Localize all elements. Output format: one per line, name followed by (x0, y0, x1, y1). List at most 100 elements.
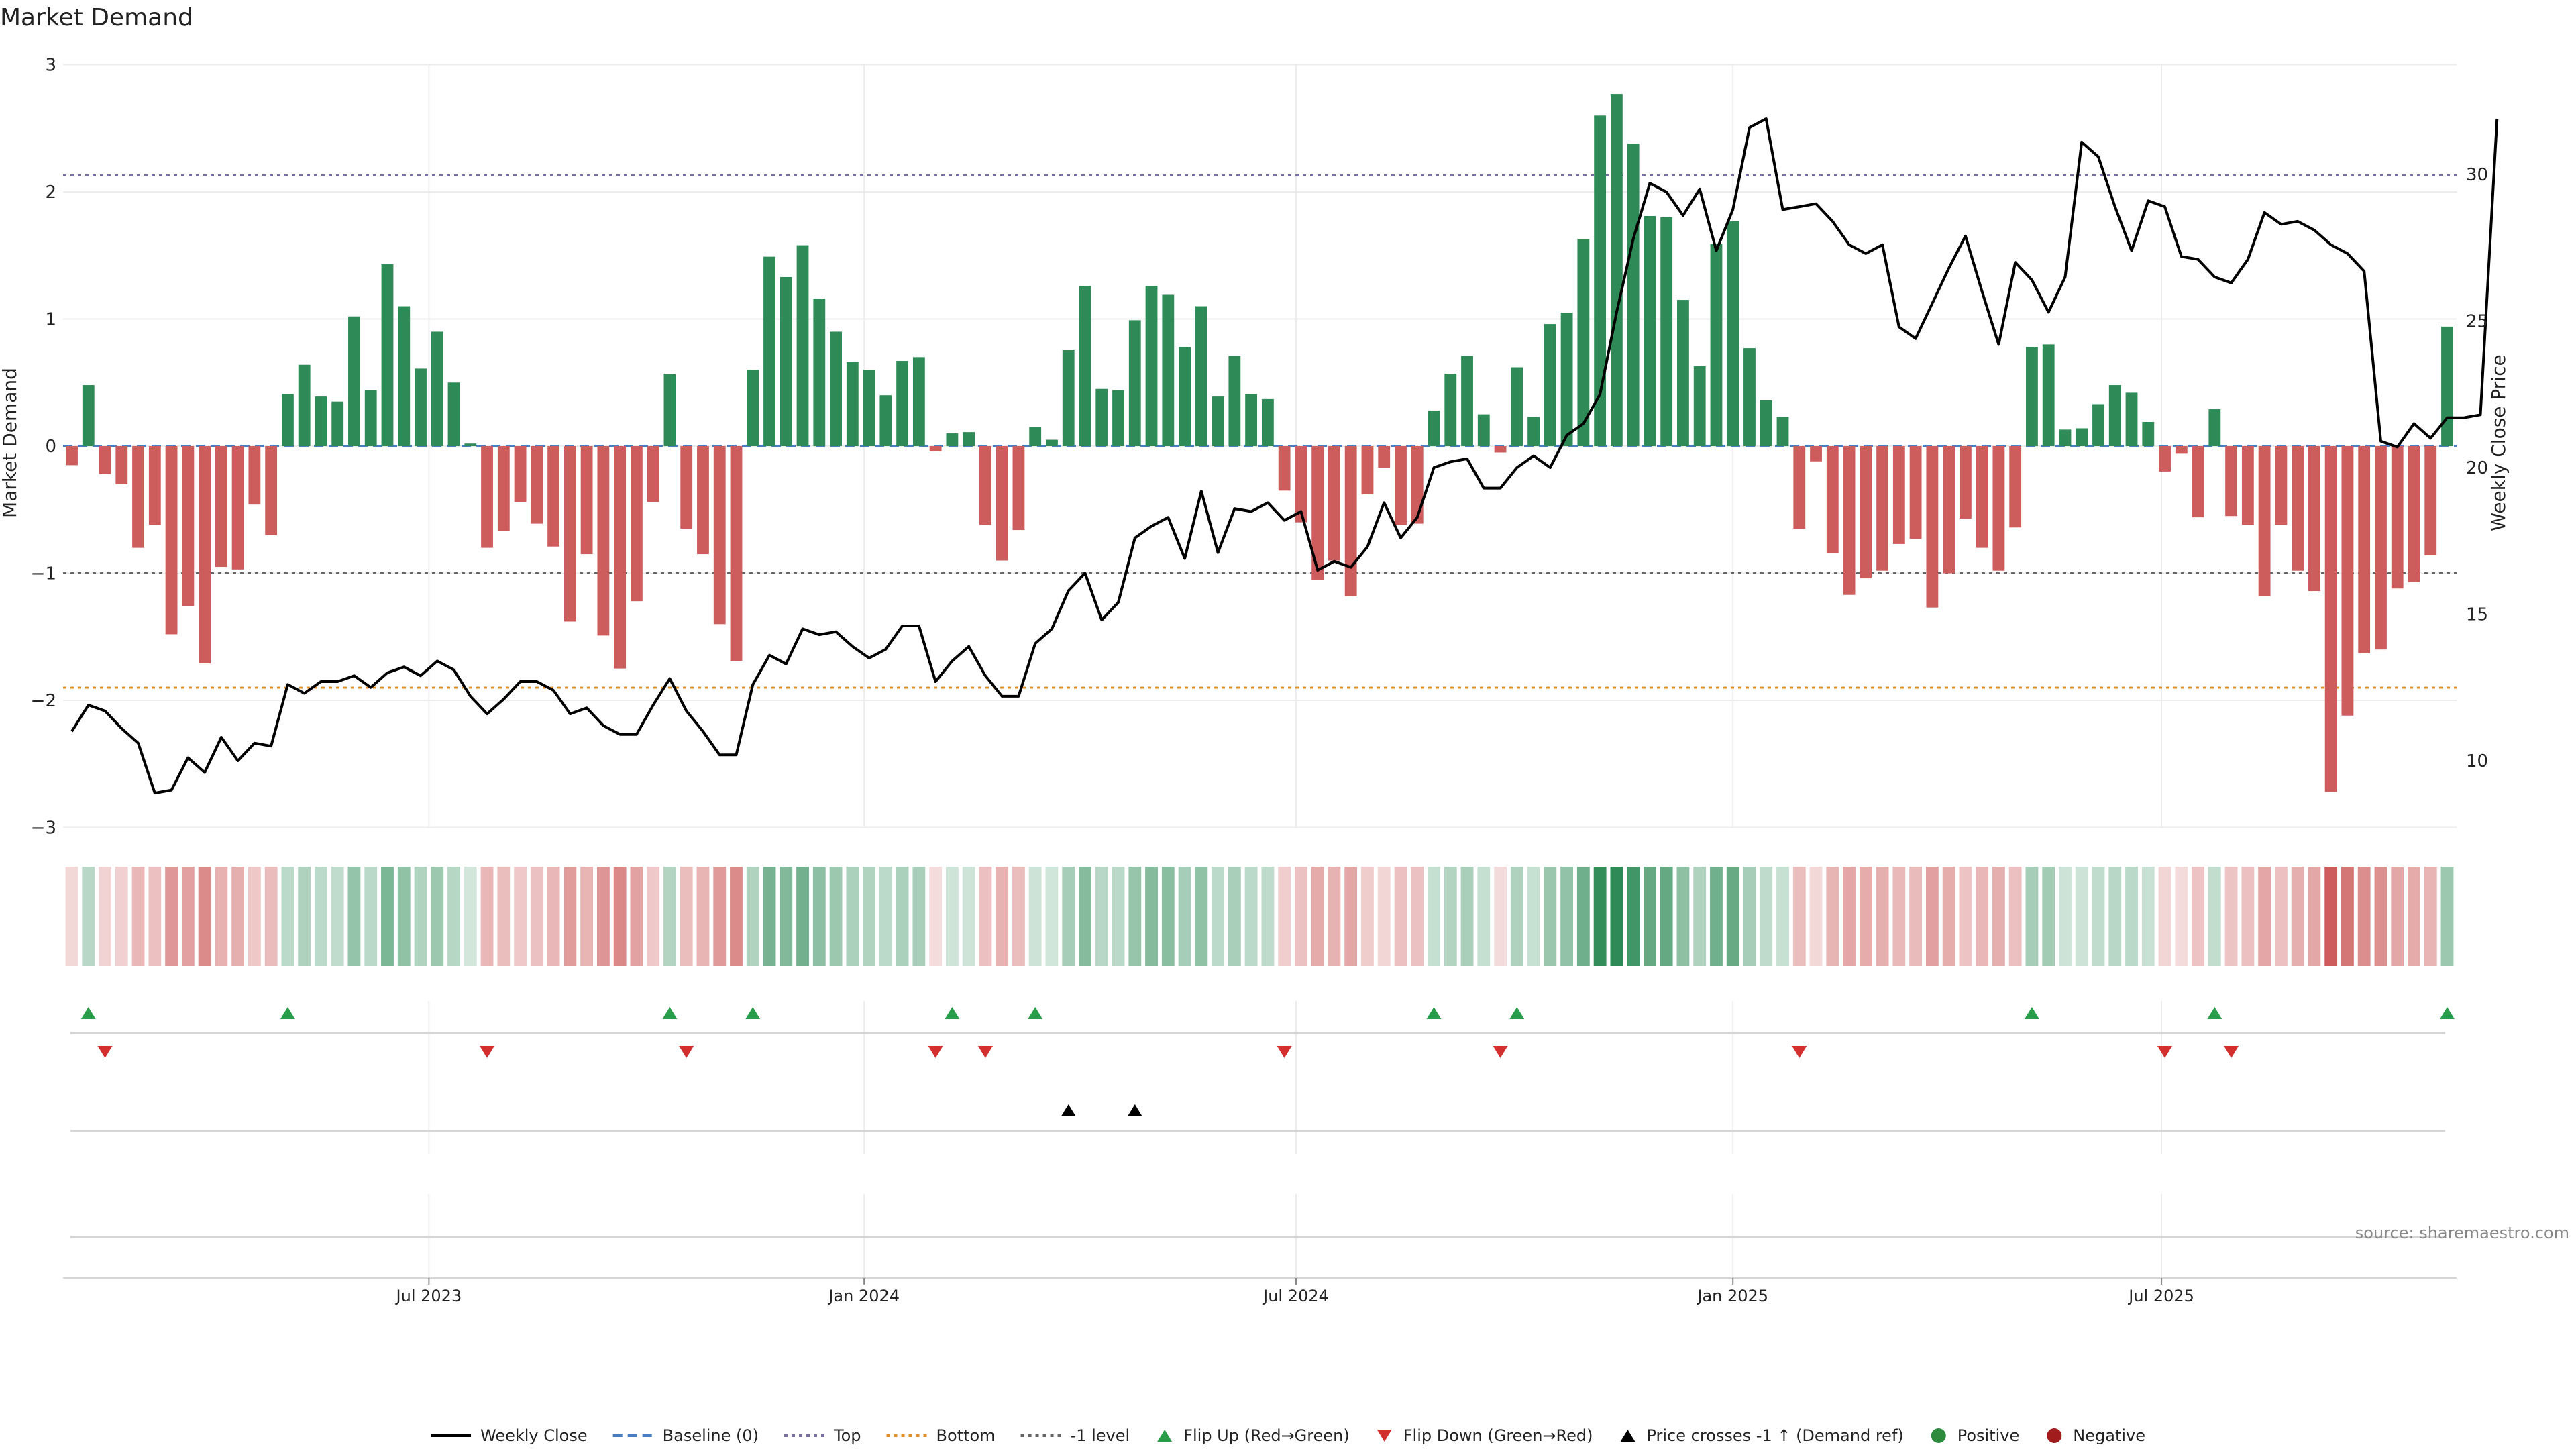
x-tick-label: Jan 2024 (827, 1287, 900, 1305)
demand-bar (315, 396, 327, 446)
demand-bars (66, 94, 2453, 792)
flip-down-marker (1792, 1046, 1807, 1058)
heat-cell (1710, 867, 1723, 966)
heat-cell (131, 867, 145, 966)
demand-bar (1195, 306, 1208, 446)
legend-swatch (1931, 1428, 1946, 1443)
legend-swatch (1620, 1430, 1635, 1442)
heat-cell (1544, 867, 1557, 966)
heat-cell (2308, 867, 2321, 966)
legend-label: Negative (2073, 1426, 2145, 1445)
flip-up-marker (662, 1007, 678, 1019)
heat-cell (1311, 867, 1324, 966)
demand-bar (248, 446, 261, 505)
demand-bar (1311, 446, 1324, 580)
demand-bar (2241, 446, 2254, 525)
heat-cell (115, 867, 128, 966)
flip-down-marker (679, 1046, 694, 1058)
heat-cell (198, 867, 211, 966)
heat-cell (1460, 867, 1474, 966)
heat-cell (165, 867, 178, 966)
demand-bar (1876, 446, 1888, 571)
heat-cell (663, 867, 676, 966)
demand-bar (1644, 216, 1656, 446)
demand-bar (1810, 446, 1822, 462)
demand-bar (580, 446, 593, 555)
heat-cell (696, 867, 710, 966)
demand-bar (82, 385, 95, 446)
price-cross-marker (1061, 1104, 1076, 1116)
demand-bar (1461, 356, 1473, 446)
heat-cell (1128, 867, 1142, 966)
demand-bar (1328, 446, 1340, 561)
demand-bar (2225, 446, 2238, 517)
demand-bar (265, 446, 278, 535)
heat-cell (2175, 867, 2188, 966)
demand-bar (2026, 347, 2038, 446)
demand-bar (663, 373, 676, 446)
demand-bar (1677, 300, 1689, 446)
demand-bar (1909, 446, 1922, 539)
demand-bar (1892, 446, 1905, 544)
demand-bar (2375, 446, 2387, 650)
demand-bar (1710, 244, 1723, 446)
y-tick-label: −1 (31, 564, 56, 584)
legend-label: Bottom (936, 1426, 996, 1445)
demand-bar (963, 432, 975, 446)
legend-label: Price crosses -1 ↑ (Demand ref) (1646, 1426, 1903, 1445)
demand-bar (780, 276, 792, 446)
demand-bar (2042, 344, 2055, 446)
heat-cell (2158, 867, 2171, 966)
demand-bar (912, 357, 925, 446)
demand-bar (614, 446, 627, 669)
y2-tick-label: 25 (2466, 312, 2488, 332)
demand-bar (1029, 427, 1042, 446)
demand-heat-strip (65, 867, 2454, 966)
flip-down-marker (1277, 1046, 1292, 1058)
demand-bar (1976, 446, 1988, 548)
demand-bar (1361, 446, 1374, 495)
heat-cell (1726, 867, 1739, 966)
heat-cell (148, 867, 162, 966)
heat-cell (1278, 867, 1291, 966)
heat-cell (2341, 867, 2354, 966)
heat-cell (680, 867, 693, 966)
demand-bar (215, 446, 227, 568)
demand-bar (1560, 313, 1573, 446)
heat-cell (464, 867, 477, 966)
heat-cell (82, 867, 95, 966)
heat-cell (996, 867, 1009, 966)
demand-bar (1610, 94, 1623, 446)
flip-up-marker (1028, 1007, 1043, 1019)
heat-cell (713, 867, 727, 966)
heat-cell (2141, 867, 2155, 966)
flip-down-marker (928, 1046, 943, 1058)
demand-bar (2059, 429, 2072, 446)
heat-cell (796, 867, 809, 966)
heat-cell (2440, 867, 2454, 966)
demand-bar (1527, 417, 1540, 446)
heat-cell (1095, 867, 1108, 966)
heat-cell (613, 867, 627, 966)
demand-bar (1212, 396, 1224, 446)
heat-cell (1560, 867, 1574, 966)
heat-cell (1079, 867, 1091, 966)
heat-cell (2059, 867, 2072, 966)
demand-bar (1693, 366, 1706, 446)
demand-bar (281, 394, 294, 446)
demand-bar (2408, 446, 2420, 582)
demand-bar (747, 370, 759, 446)
heat-cell (215, 867, 228, 966)
demand-bar (497, 446, 510, 531)
demand-bar (182, 446, 195, 606)
heat-cell (2291, 867, 2304, 966)
demand-bar (813, 299, 826, 446)
heat-cell (2391, 867, 2404, 966)
heat-cell (1644, 867, 1656, 966)
y-axis: 3 2 1 0 −1 −2 −3 (31, 56, 56, 839)
heat-cell (281, 867, 294, 966)
legend-label: Flip Down (Green→Red) (1403, 1426, 1593, 1445)
heat-cell (2241, 867, 2255, 966)
y-tick-label: 3 (45, 56, 56, 76)
heat-cell (1610, 867, 1623, 966)
